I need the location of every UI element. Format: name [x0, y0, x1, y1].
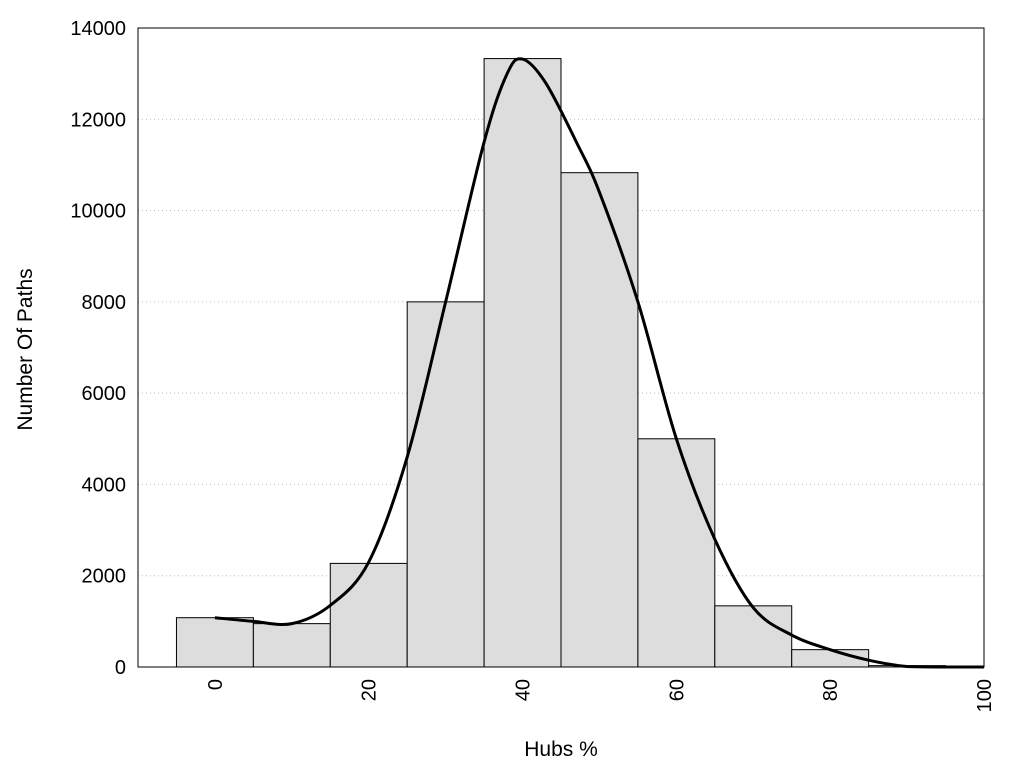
y-tick-label: 8000 [82, 292, 127, 314]
x-tick-label: 20 [359, 679, 381, 701]
y-tick-label: 12000 [70, 109, 126, 131]
y-axis-ticks: 0 2000 4000 6000 8000 10000 12000 14000 [70, 18, 126, 679]
density-curve [214, 57, 984, 669]
x-tick-label: 100 [974, 679, 996, 712]
y-tick-label: 0 [115, 657, 126, 679]
x-axis-ticks: 0 20 40 60 80 100 [205, 679, 996, 712]
grid-lines [138, 118, 984, 577]
y-tick-label: 10000 [70, 201, 126, 223]
plot-frame [137, 27, 985, 668]
y-tick-label: 6000 [82, 383, 127, 405]
y-tick-label: 14000 [70, 18, 126, 40]
x-tick-label: 80 [820, 679, 842, 701]
histogram-bar [637, 438, 716, 668]
x-tick-label: 60 [666, 679, 688, 701]
histogram-bar [175, 617, 254, 668]
histogram-bars [175, 58, 947, 668]
histogram-bar [483, 58, 562, 668]
histogram-bar [329, 562, 408, 668]
histogram-bar [714, 605, 793, 668]
histogram-bar [406, 301, 485, 668]
x-axis-label: Hubs % [524, 738, 598, 761]
histogram-bar [252, 623, 331, 668]
x-tick-label: 0 [205, 679, 227, 690]
y-tick-label: 2000 [82, 566, 127, 588]
x-tick-label: 40 [513, 679, 535, 701]
histogram-bar [560, 172, 639, 668]
y-tick-label: 4000 [82, 474, 127, 496]
y-axis-label: Number Of Paths [14, 268, 37, 430]
density-curve-group [214, 57, 984, 669]
